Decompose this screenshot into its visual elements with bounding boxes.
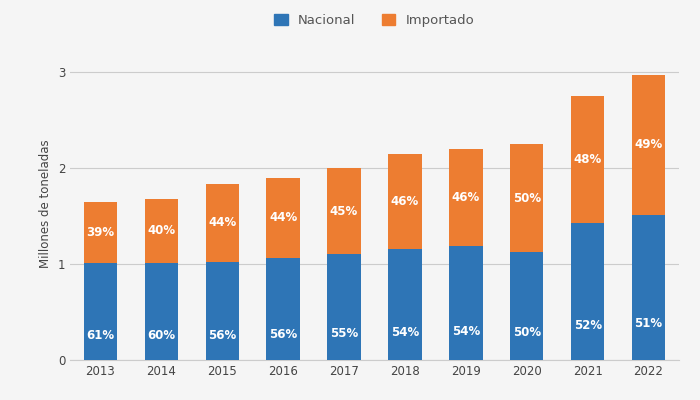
Bar (328, 168, 360, 254)
Text: 44%: 44% (208, 216, 237, 230)
Text: 55%: 55% (330, 327, 358, 340)
Bar (84, 263, 117, 360)
Text: 50%: 50% (512, 192, 541, 204)
Bar (267, 178, 300, 258)
Bar (510, 144, 543, 252)
Bar (632, 75, 665, 214)
Bar (389, 248, 421, 360)
Bar (449, 149, 482, 246)
Text: 50%: 50% (512, 326, 541, 340)
Text: 46%: 46% (452, 191, 480, 204)
Text: 44%: 44% (269, 211, 298, 224)
Text: 51%: 51% (634, 317, 663, 330)
Bar (84, 202, 117, 263)
Text: 60%: 60% (147, 329, 176, 342)
Text: 45%: 45% (330, 205, 358, 218)
Text: 56%: 56% (269, 328, 298, 341)
Y-axis label: Millones de toneladas: Millones de toneladas (39, 140, 52, 268)
Text: 54%: 54% (391, 326, 419, 339)
Text: 46%: 46% (391, 194, 419, 208)
Bar (571, 223, 604, 360)
Text: 61%: 61% (86, 329, 115, 342)
Bar (632, 214, 665, 360)
Text: 49%: 49% (634, 138, 663, 151)
Text: 52%: 52% (573, 319, 602, 332)
Text: 40%: 40% (147, 224, 176, 238)
Bar (389, 154, 421, 248)
Text: 54%: 54% (452, 325, 480, 338)
Text: 56%: 56% (208, 329, 237, 342)
Text: 39%: 39% (86, 226, 115, 239)
Bar (145, 199, 178, 263)
Bar (267, 258, 300, 360)
Legend: Nacional, Importado: Nacional, Importado (274, 14, 475, 27)
Bar (449, 246, 482, 360)
Bar (510, 252, 543, 360)
Bar (206, 184, 239, 262)
Bar (145, 263, 178, 360)
Bar (571, 96, 604, 223)
Bar (206, 262, 239, 360)
Text: 48%: 48% (573, 153, 602, 166)
Bar (328, 254, 360, 360)
